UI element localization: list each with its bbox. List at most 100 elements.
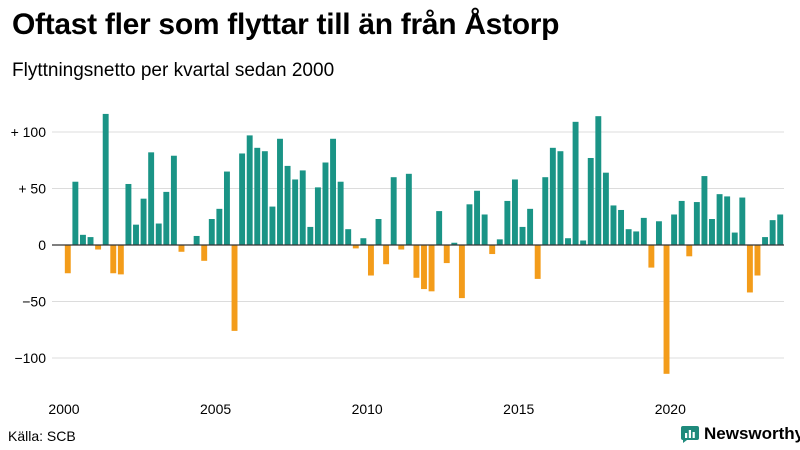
bar bbox=[208, 219, 215, 245]
bar bbox=[155, 223, 162, 245]
bar bbox=[527, 208, 534, 245]
bar bbox=[504, 200, 511, 245]
x-tick-label: 2010 bbox=[352, 401, 383, 417]
brand-logo[interactable]: Newsworthy bbox=[680, 424, 800, 444]
bar bbox=[87, 237, 94, 245]
bar bbox=[458, 245, 465, 299]
bar bbox=[163, 191, 170, 245]
bar bbox=[686, 245, 693, 257]
bar bbox=[383, 245, 390, 265]
bar bbox=[489, 245, 496, 255]
bar bbox=[746, 245, 753, 293]
bar bbox=[231, 245, 238, 331]
source-label: Källa: SCB bbox=[8, 428, 76, 444]
bar bbox=[739, 197, 746, 245]
bar bbox=[375, 219, 382, 245]
bar bbox=[731, 232, 738, 245]
bar bbox=[178, 245, 185, 252]
bar bbox=[246, 135, 253, 245]
bar bbox=[64, 245, 71, 274]
bar bbox=[390, 177, 397, 245]
bar bbox=[633, 231, 640, 245]
bar bbox=[110, 245, 117, 274]
bar bbox=[451, 242, 458, 245]
bar bbox=[269, 206, 276, 245]
bar bbox=[769, 220, 776, 245]
bar bbox=[254, 147, 261, 245]
bar bbox=[428, 245, 435, 292]
bar bbox=[565, 238, 571, 245]
bar bbox=[148, 152, 155, 245]
bar bbox=[610, 205, 617, 245]
bar bbox=[443, 245, 450, 264]
y-tick-label: −50 bbox=[22, 294, 46, 310]
bar bbox=[421, 245, 427, 290]
bar bbox=[602, 172, 609, 245]
bar bbox=[466, 204, 473, 245]
bar bbox=[352, 245, 359, 249]
bar bbox=[678, 200, 685, 245]
bar bbox=[307, 226, 314, 245]
bar bbox=[640, 217, 647, 245]
bar bbox=[549, 147, 556, 245]
bar bbox=[693, 202, 700, 245]
chart-subtitle: Flyttningsnetto per kvartal sedan 2000 bbox=[12, 60, 335, 81]
bar bbox=[405, 173, 412, 245]
bar bbox=[648, 245, 655, 268]
bar bbox=[299, 170, 306, 245]
bar bbox=[193, 235, 200, 245]
bar bbox=[724, 196, 731, 245]
bar bbox=[671, 214, 678, 245]
bar bbox=[277, 138, 283, 245]
bar bbox=[125, 183, 132, 245]
bar bbox=[261, 151, 268, 245]
bar bbox=[314, 187, 321, 245]
y-tick-label: 0 bbox=[38, 237, 46, 253]
bar bbox=[170, 155, 177, 245]
bar bbox=[292, 179, 299, 245]
bar bbox=[79, 234, 86, 245]
bar bbox=[367, 245, 374, 276]
bar bbox=[95, 245, 102, 250]
bar bbox=[754, 245, 761, 276]
bar bbox=[519, 226, 526, 245]
bar bbox=[572, 121, 579, 245]
bar bbox=[557, 151, 564, 245]
bar bbox=[663, 245, 670, 374]
bar bbox=[360, 238, 367, 245]
x-axis-ticks: 2000 2005 2010 2015 2020 bbox=[48, 401, 686, 417]
bar bbox=[580, 240, 587, 245]
bar bbox=[587, 157, 594, 245]
bar bbox=[762, 237, 769, 245]
bar bbox=[534, 245, 541, 279]
bar bbox=[72, 181, 79, 245]
y-tick-label: + 100 bbox=[11, 124, 47, 140]
bar bbox=[239, 153, 246, 245]
bar bbox=[330, 138, 337, 245]
bar bbox=[655, 221, 662, 245]
chart-title: Oftast fler som flyttar till än från Åst… bbox=[12, 8, 560, 41]
x-tick-label: 2015 bbox=[503, 401, 534, 417]
brand-name: Newsworthy bbox=[704, 424, 800, 443]
y-tick-label: −100 bbox=[14, 350, 46, 366]
bar bbox=[133, 224, 139, 245]
bar bbox=[595, 116, 602, 246]
bar bbox=[716, 194, 723, 245]
y-tick-label: + 50 bbox=[18, 181, 46, 197]
bar bbox=[345, 229, 352, 245]
bar bbox=[436, 211, 443, 245]
x-tick-label: 2005 bbox=[200, 401, 231, 417]
bar bbox=[625, 229, 632, 245]
bar bbox=[322, 162, 329, 245]
bar bbox=[777, 214, 784, 245]
bar bbox=[201, 245, 208, 261]
bar bbox=[102, 113, 109, 245]
bar bbox=[284, 165, 291, 245]
x-tick-label: 2000 bbox=[48, 401, 79, 417]
newsworthy-chart-icon bbox=[681, 426, 699, 443]
bar bbox=[413, 245, 420, 278]
bar-chart: + 100 + 50 0 −50 −100 2000 2005 2010 2015 2020 bbox=[11, 113, 784, 417]
bar bbox=[511, 179, 518, 245]
bar bbox=[496, 239, 503, 245]
bar bbox=[117, 245, 124, 275]
